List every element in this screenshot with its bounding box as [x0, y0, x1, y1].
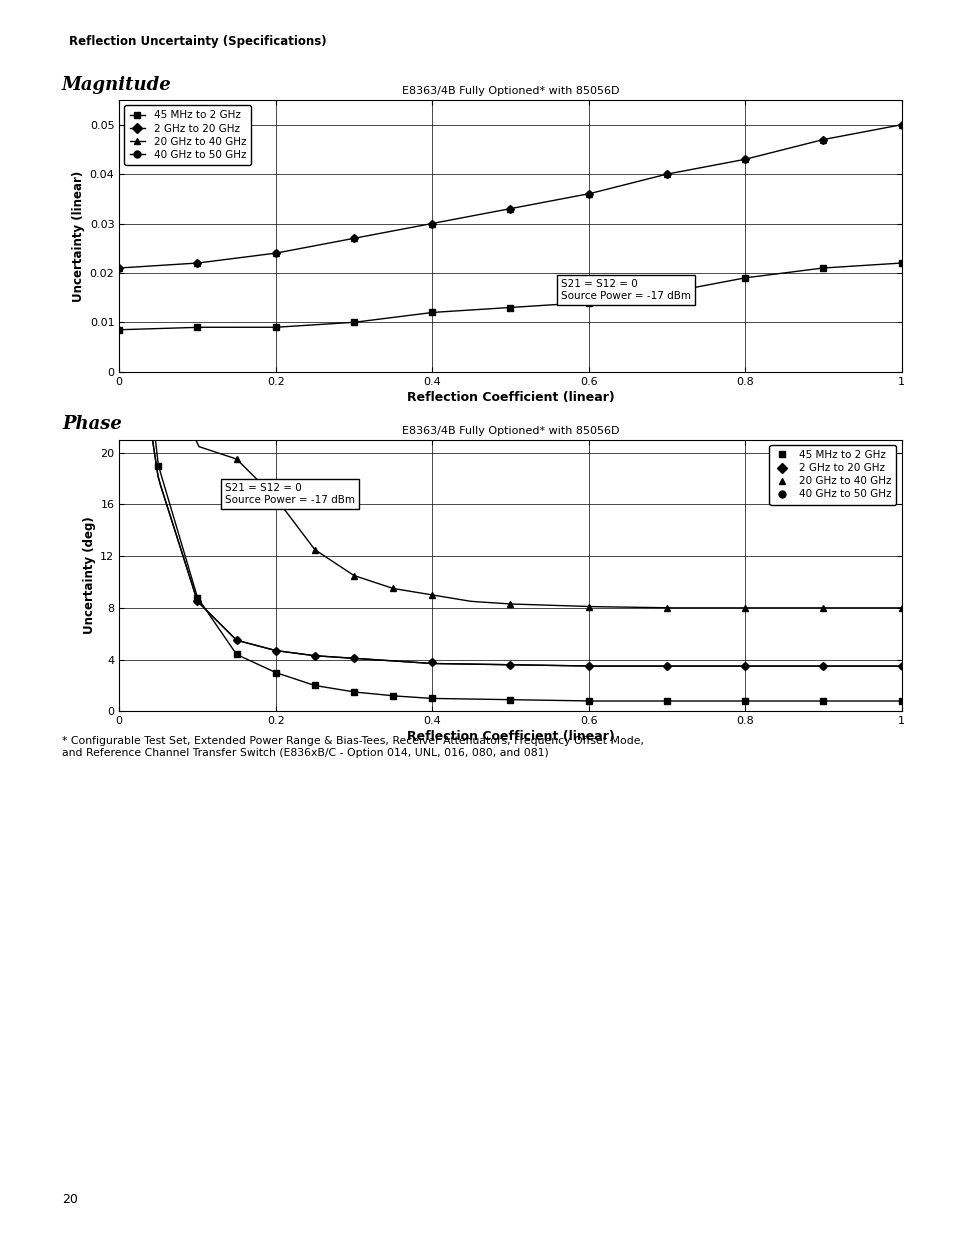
Title: E8363/4B Fully Optioned* with 85056D: E8363/4B Fully Optioned* with 85056D: [401, 86, 618, 96]
Legend: 45 MHz to 2 GHz, 2 GHz to 20 GHz, 20 GHz to 40 GHz, 40 GHz to 50 GHz: 45 MHz to 2 GHz, 2 GHz to 20 GHz, 20 GHz…: [124, 105, 251, 165]
Y-axis label: Uncertainty (linear): Uncertainty (linear): [72, 170, 86, 301]
Legend: 45 MHz to 2 GHz, 2 GHz to 20 GHz, 20 GHz to 40 GHz, 40 GHz to 50 GHz: 45 MHz to 2 GHz, 2 GHz to 20 GHz, 20 GHz…: [769, 445, 896, 505]
Title: E8363/4B Fully Optioned* with 85056D: E8363/4B Fully Optioned* with 85056D: [401, 426, 618, 436]
Text: Magnitude: Magnitude: [62, 75, 172, 94]
Text: S21 = S12 = 0
Source Power = -17 dBm: S21 = S12 = 0 Source Power = -17 dBm: [225, 483, 355, 505]
Text: Reflection Uncertainty (Specifications): Reflection Uncertainty (Specifications): [69, 36, 326, 48]
Text: S21 = S12 = 0
Source Power = -17 dBm: S21 = S12 = 0 Source Power = -17 dBm: [560, 279, 691, 301]
Text: 20: 20: [62, 1193, 78, 1205]
Text: * Configurable Test Set, Extended Power Range & Bias-Tees, Receiver Attenuators,: * Configurable Test Set, Extended Power …: [62, 736, 643, 757]
Text: Phase: Phase: [62, 415, 122, 433]
X-axis label: Reflection Coefficient (linear): Reflection Coefficient (linear): [406, 730, 614, 743]
X-axis label: Reflection Coefficient (linear): Reflection Coefficient (linear): [406, 390, 614, 404]
Y-axis label: Uncertainty (deg): Uncertainty (deg): [83, 516, 96, 635]
